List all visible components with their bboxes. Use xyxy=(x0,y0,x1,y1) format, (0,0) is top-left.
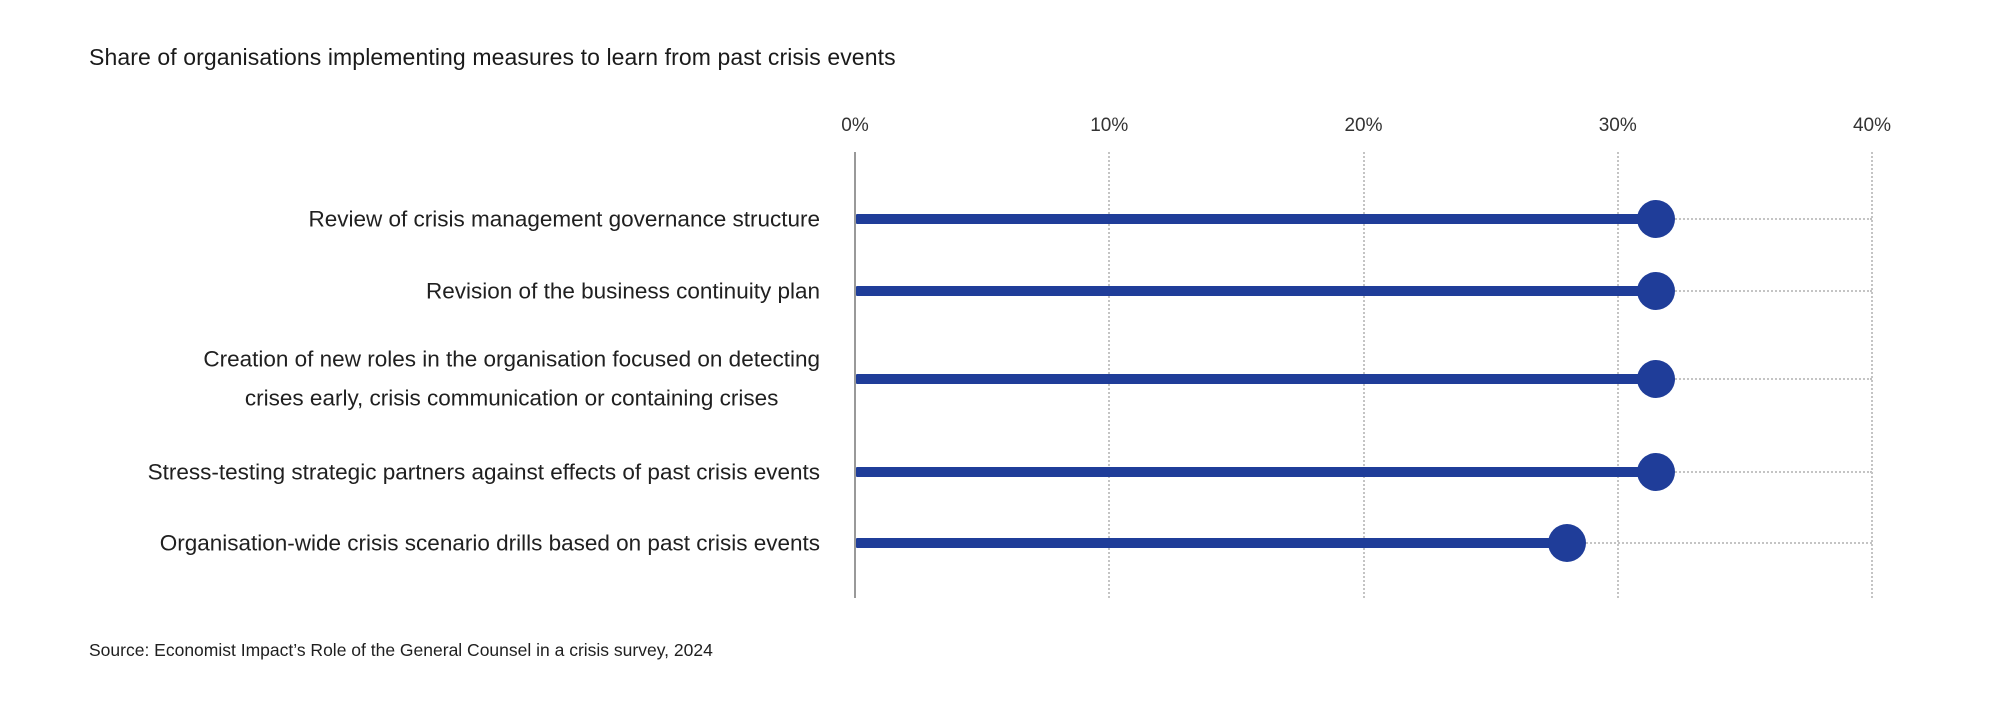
source-note: Source: Economist Impact’s Role of the G… xyxy=(89,640,713,660)
row-leader-dotted-line xyxy=(1655,290,1872,292)
row-leader-dotted-line xyxy=(1655,378,1872,380)
lollipop-dot xyxy=(1547,524,1586,562)
category-label: Review of crisis management governance s… xyxy=(308,206,820,232)
row-leader-dotted-line xyxy=(1655,218,1872,220)
lollipop-dot xyxy=(1636,360,1675,398)
lollipop-dot xyxy=(1636,453,1675,491)
x-axis-tick-label: 10% xyxy=(1090,115,1129,136)
lollipop-bar xyxy=(856,467,1656,477)
lollipop-bar xyxy=(856,374,1656,384)
lollipop-bar xyxy=(856,538,1567,548)
y-axis-line xyxy=(854,152,856,598)
row-leader-dotted-line xyxy=(1655,471,1872,473)
lollipop-bar xyxy=(856,286,1656,296)
chart-title: Share of organisations implementing meas… xyxy=(89,44,896,70)
lollipop-dot xyxy=(1636,272,1675,310)
category-label: Revision of the business continuity plan xyxy=(426,278,820,304)
row-leader-dotted-line xyxy=(1566,542,1872,544)
x-axis-tick-label: 0% xyxy=(841,115,869,136)
vertical-gridline xyxy=(1871,152,1873,598)
x-axis-tick-label: 40% xyxy=(1852,115,1892,136)
x-axis-tick-label: 20% xyxy=(1344,115,1383,136)
lollipop-bar xyxy=(856,214,1656,224)
category-label: Stress-testing strategic partners agains… xyxy=(147,459,820,485)
x-axis-tick-label: 30% xyxy=(1598,115,1637,136)
category-label: Organisation-wide crisis scenario drills… xyxy=(159,530,820,556)
lollipop-dot xyxy=(1636,200,1675,238)
category-label: Creation of new roles in the organisatio… xyxy=(203,346,820,411)
